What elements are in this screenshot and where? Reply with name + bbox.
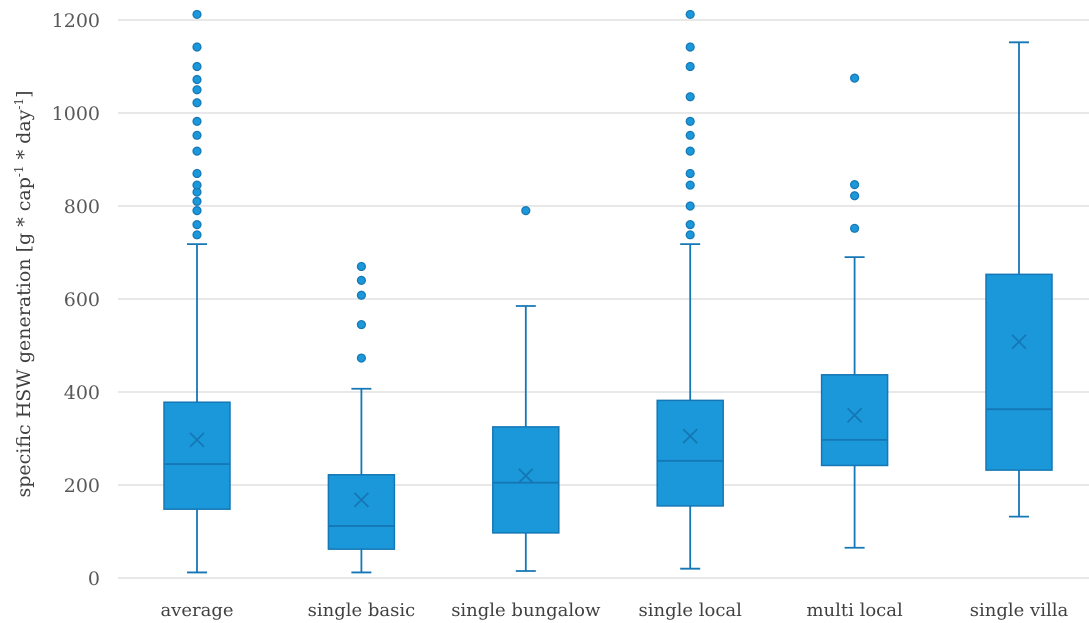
outlier-point [685,220,695,230]
y-tick-label: 1200 [52,10,100,32]
box-group [492,206,560,572]
outlier-point [192,196,202,206]
gridlines [118,19,1089,579]
outlier-point [356,290,366,300]
box-group [985,41,1053,518]
x-category-label: single bungalow [451,600,601,621]
y-tick-label: 200 [64,475,100,497]
iqr-box [985,273,1053,471]
outlier-point [685,180,695,190]
outlier-point [685,146,695,156]
outlier-point [192,168,202,179]
x-category-label: average [160,600,233,621]
outlier-point [192,206,202,216]
outlier-point [356,319,366,330]
y-tick-label: 600 [64,289,100,311]
outlier-point [356,353,366,363]
iqr-box [327,474,396,550]
box-group [820,73,889,549]
outlier-point [192,85,202,95]
y-tick-label: 0 [88,568,100,590]
outlier-point [685,61,695,72]
mean-marker [846,407,863,423]
outlier-point [192,98,202,108]
y-tick-label: 1000 [52,103,100,125]
outlier-point [849,223,860,233]
outlier-point [685,116,695,126]
y-axis-ticks: 0 200 400 600 800 1000 1200 [52,10,100,590]
box-group [163,9,231,574]
outlier-point [192,220,202,230]
x-category-label: multi local [806,600,903,621]
iqr-box [163,401,231,510]
mean-marker [189,432,205,448]
y-axis-title-part: * day [13,109,35,165]
iqr-box [820,374,889,467]
y-axis-title-part: ] [13,90,35,97]
outlier-point [192,61,202,72]
outlier-point [685,9,695,20]
outlier-point [192,146,202,156]
outlier-point [685,42,695,52]
outlier-point [685,201,695,211]
mean-marker [1011,334,1027,350]
outlier-point [685,168,695,179]
outlier-point [521,206,531,216]
y-axis-title: specific HSW generation [g * cap-1 * day… [12,90,35,497]
outlier-point [849,73,860,83]
iqr-box [656,399,724,507]
outlier-point [849,191,860,201]
iqr-box [492,426,560,534]
outlier-point [192,9,202,20]
outlier-point [356,275,366,285]
outlier-point [192,74,202,85]
outlier-point [192,180,202,190]
x-category-label: single villa [970,600,1069,621]
mean-marker [353,492,370,508]
x-category-label: single local [638,600,742,621]
x-category-label: single basic [308,600,416,621]
box-group [656,9,724,570]
mean-marker [518,468,534,484]
y-axis-title-superscript: -1 [12,98,26,110]
y-tick-label: 800 [64,196,100,218]
outlier-point [849,180,860,190]
mean-marker [682,428,698,444]
x-axis-categories: average single basic single bungalow single… [160,600,1068,621]
box-group [327,261,396,574]
y-axis-title-superscript: -1 [12,165,26,177]
outlier-point [192,130,202,140]
box-series [163,9,1053,574]
outlier-point [192,42,202,52]
outlier-point [356,261,366,272]
outlier-point [685,92,695,102]
outlier-point [685,130,695,140]
outlier-point [685,230,695,240]
outlier-point [192,230,202,240]
y-tick-label: 400 [64,382,100,404]
outlier-point [192,116,202,126]
y-axis-title-part: specific HSW generation [g * cap [13,177,35,497]
